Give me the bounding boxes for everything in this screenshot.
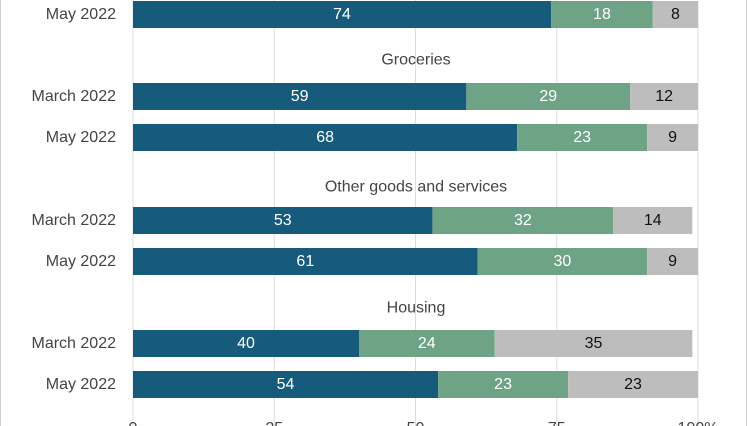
bar-value-label: 59: [291, 88, 309, 105]
row-label: May 2022: [46, 129, 116, 146]
frame-left-edge: [0, 0, 1, 426]
bar-value-label: 74: [333, 6, 351, 23]
x-tick-label: 75: [548, 420, 566, 426]
row-label: May 2022: [46, 253, 116, 270]
bar-value-label: 9: [668, 253, 677, 270]
bar-segment: [551, 1, 653, 28]
row-label: May 2022: [46, 6, 116, 23]
bar-value-label: 30: [554, 253, 572, 270]
bar-segment: [647, 124, 698, 151]
x-tick-label: 0: [129, 420, 138, 426]
bar-value-label: 61: [296, 253, 314, 270]
bar-value-label: 23: [573, 129, 591, 146]
row-label: March 2022: [32, 335, 117, 352]
x-tick-label: 50: [407, 420, 425, 426]
bar-segment: [133, 330, 359, 357]
bar-value-label: 54: [277, 376, 295, 393]
group-header: Groceries: [381, 52, 450, 69]
bar-segment: [517, 124, 648, 151]
bar-segment: [494, 330, 693, 357]
bar-value-label: 9: [668, 129, 677, 146]
row-label: May 2022: [46, 376, 116, 393]
x-tick-label: 100%: [678, 420, 719, 426]
bar-value-label: 29: [539, 88, 557, 105]
category-groups: May 2022 Groceries March 2022 May 2022 Other…: [32, 6, 508, 393]
bar-segment: [613, 207, 693, 234]
bar-value-label: 32: [514, 212, 532, 229]
bar-value-label: 18: [593, 6, 611, 23]
bar-segment: [133, 371, 439, 398]
x-tick-label: 25: [265, 420, 283, 426]
bar-value-label: 40: [237, 335, 255, 352]
bar-value-label: 68: [316, 129, 334, 146]
bar-segment: [652, 1, 698, 28]
bar-segment: [133, 83, 467, 110]
bar-segment: [466, 83, 631, 110]
bar-value-label: 23: [624, 376, 642, 393]
bar-value-label: 14: [644, 212, 662, 229]
bar-value-label: 35: [585, 335, 603, 352]
group-header: Other goods and services: [325, 179, 507, 196]
bar-segment: [647, 248, 698, 275]
bar-value-label: 53: [274, 212, 292, 229]
bar-segment: [568, 371, 698, 398]
row-label: March 2022: [32, 212, 117, 229]
bar-segment: [133, 248, 478, 275]
bar-segment: [133, 1, 552, 28]
x-axis: 0 25 50 75 100%: [129, 420, 719, 426]
bar-value-label: 8: [671, 6, 680, 23]
bar-segment: [133, 207, 433, 234]
bar-segment: [630, 83, 698, 110]
bar-segment: [133, 124, 518, 151]
group-header: Housing: [387, 300, 446, 317]
row-label: March 2022: [32, 88, 117, 105]
bar-value-label: 23: [494, 376, 512, 393]
bar-segment: [359, 330, 495, 357]
bar-segment: [432, 207, 614, 234]
bars: 74 18 8 59 29 12 68 23 9 53 32 14 61 30 9 40 24 35 54 23 23: [133, 1, 698, 398]
bar-segment: [438, 371, 569, 398]
bar-value-label: 24: [418, 335, 436, 352]
bar-segment: [477, 248, 648, 275]
bar-value-label: 12: [655, 88, 673, 105]
